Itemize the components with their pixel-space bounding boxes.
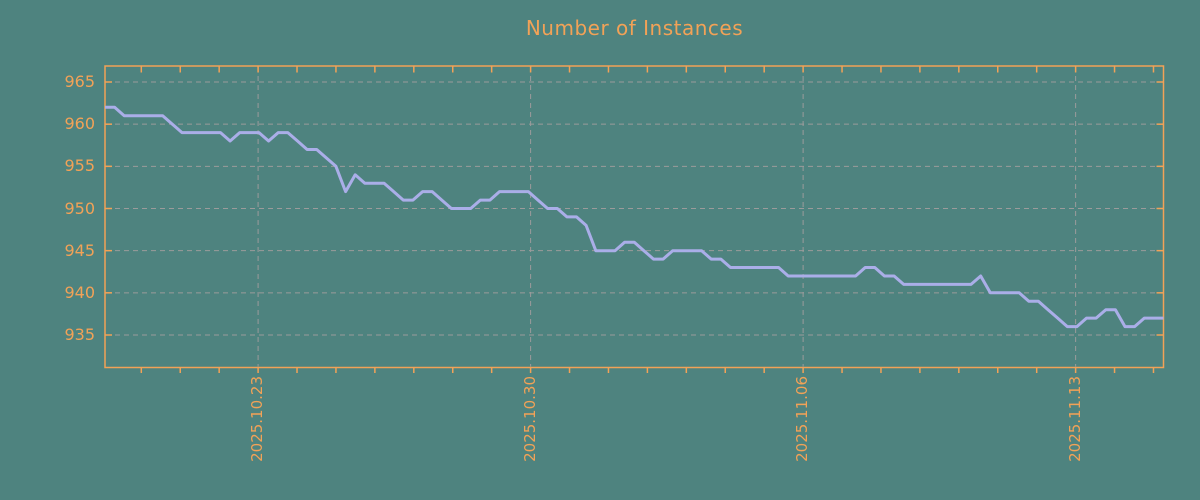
data-line: [105, 105, 1164, 329]
y-tick-label: 965: [64, 72, 95, 91]
x-tick-label: 2025.11.06: [793, 375, 812, 462]
y-tick-label: 935: [64, 325, 95, 344]
x-tick-label: 2025.10.23: [248, 375, 267, 462]
y-tick-label: 960: [64, 114, 95, 134]
y-tick-label: 940: [64, 282, 95, 302]
plot-frame: [104, 65, 1165, 369]
y-tick-label: 945: [64, 240, 95, 260]
y-tick-label: 955: [64, 156, 95, 176]
x-tick-label: 2025.10.30: [520, 375, 539, 462]
x-tick-label: 2025.11.13: [1065, 375, 1084, 462]
chart-title: Number of Instances: [525, 16, 744, 40]
y-tick-label: 950: [64, 198, 95, 218]
